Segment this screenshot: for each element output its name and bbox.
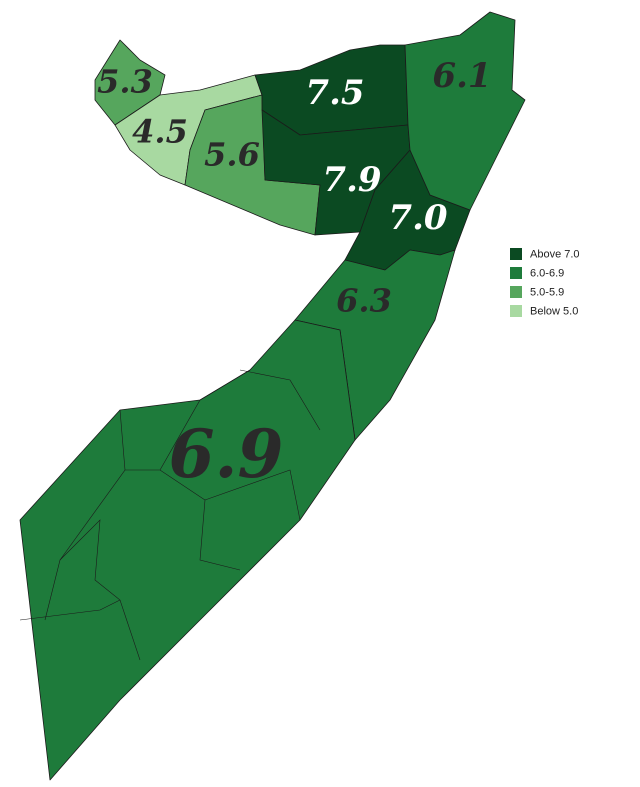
region [404, 11, 526, 211]
legend-swatch [510, 305, 522, 317]
legend-label: 6.0-6.9 [530, 267, 564, 279]
legend-label: Below 5.0 [530, 305, 578, 317]
regions [19, 11, 526, 781]
border [159, 369, 251, 471]
region-label: 7.0 [388, 198, 447, 238]
region-label: 6.9 [169, 415, 284, 493]
legend-swatch [510, 286, 522, 298]
region-label: 5.6 [204, 136, 260, 174]
region-label: 4.5 [132, 113, 188, 151]
region-labels: 5.3 4.5 5.6 7.5 7.97.0 6.1 6.3 6.9 [97, 56, 491, 493]
border [239, 369, 321, 431]
region-label: 7.5 [305, 73, 364, 113]
legend: Above 7.0 6.0-6.9 5.0-5.9 Below 5.0 [510, 248, 580, 317]
border [19, 599, 121, 621]
legend-label: 5.0-5.9 [530, 286, 564, 298]
legend-swatch [510, 248, 522, 260]
legend-swatch [510, 267, 522, 279]
region-label: 6.1 [432, 56, 491, 96]
border [44, 409, 126, 621]
legend-label: Above 7.0 [530, 248, 580, 260]
border [204, 469, 301, 521]
border [59, 519, 141, 661]
region-label: 7.9 [322, 160, 381, 200]
district-borders [19, 369, 321, 661]
region-label: 6.3 [336, 282, 392, 320]
region-label: 5.3 [97, 63, 153, 101]
